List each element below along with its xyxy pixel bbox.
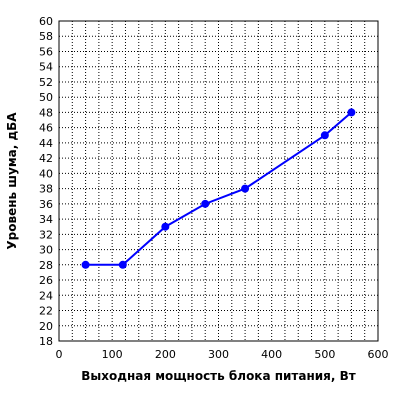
y-tick-label: 24 — [39, 289, 53, 302]
x-tick-label: 400 — [261, 348, 282, 361]
y-tick-label: 58 — [39, 30, 53, 43]
x-axis-title: Выходная мощность блока питания, Вт — [81, 369, 356, 383]
data-point — [320, 131, 329, 140]
data-point — [118, 260, 127, 269]
x-tick-label: 0 — [56, 348, 63, 361]
y-tick-label: 30 — [39, 244, 53, 257]
y-tick-label: 28 — [39, 259, 53, 272]
y-tick-label: 38 — [39, 183, 53, 196]
x-tick-label: 200 — [155, 348, 176, 361]
y-tick-label: 54 — [39, 61, 53, 74]
data-point — [347, 108, 356, 117]
data-point — [81, 260, 90, 269]
y-axis-ticks: 18 20 22 24 26 28 30 32 34 36 38 40 42 44 46 48 50 52 54 56… — [39, 15, 53, 348]
x-axis-ticks: 0 100 200 300 400 500 600 — [56, 348, 389, 361]
series — [81, 108, 356, 269]
x-tick-label: 600 — [368, 348, 389, 361]
y-tick-label: 60 — [39, 15, 53, 28]
y-tick-label: 36 — [39, 198, 53, 211]
y-tick-label: 40 — [39, 167, 53, 180]
x-tick-label: 500 — [314, 348, 335, 361]
y-tick-label: 56 — [39, 45, 53, 58]
y-tick-label: 22 — [39, 305, 53, 318]
y-tick-label: 20 — [39, 320, 53, 333]
y-tick-label: 42 — [39, 152, 53, 165]
y-tick-label: 48 — [39, 106, 53, 119]
data-point — [241, 184, 250, 193]
y-tick-label: 46 — [39, 122, 53, 135]
y-axis-title: Уровень шума, дБА — [5, 112, 19, 250]
y-tick-label: 50 — [39, 91, 53, 104]
y-tick-label: 52 — [39, 76, 53, 89]
x-tick-label: 100 — [102, 348, 123, 361]
y-tick-label: 18 — [39, 335, 53, 348]
data-point — [161, 222, 170, 231]
y-tick-label: 44 — [39, 137, 53, 150]
y-tick-label: 34 — [39, 213, 53, 226]
grid — [59, 21, 378, 341]
plot-frame — [58, 20, 379, 342]
data-point — [201, 199, 210, 208]
x-tick-label: 300 — [208, 348, 229, 361]
y-tick-label: 26 — [39, 274, 53, 287]
y-tick-label: 32 — [39, 228, 53, 241]
